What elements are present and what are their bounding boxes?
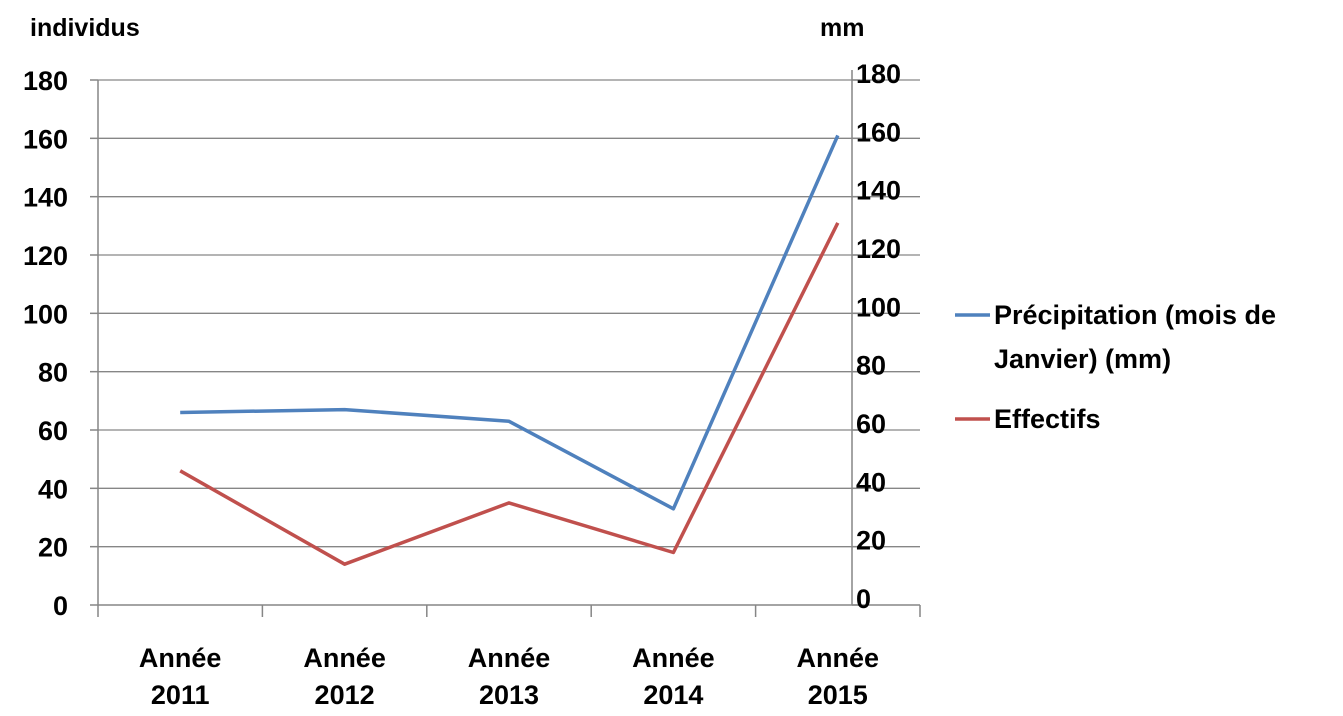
- left-axis-tick-label: 0: [53, 591, 68, 621]
- right-axis-tick-label: 140: [856, 176, 901, 206]
- left-axis-tick-label: 40: [38, 474, 68, 504]
- x-axis-tick-label: Année 2013: [468, 643, 551, 710]
- left-axis-tick-label: 140: [23, 183, 68, 213]
- left-axis-unit: individus: [30, 14, 140, 42]
- series-lines: [179, 134, 840, 566]
- left-axis-tick-label: 60: [38, 416, 68, 446]
- right-axis-unit: mm: [820, 14, 864, 42]
- gridlines: [98, 79, 920, 548]
- right-axis-tick-label: 120: [856, 234, 901, 264]
- right-axis-tick-label: 80: [856, 351, 886, 381]
- axes: [90, 70, 921, 617]
- right-axis-tick-label: 180: [856, 59, 901, 89]
- right-axis-tick-label: 160: [856, 117, 901, 147]
- series-line: [179, 222, 840, 566]
- legend-label: Effectifs: [994, 404, 1101, 434]
- left-axis-tick-label: 100: [23, 299, 68, 329]
- x-axis-tick-label: Année 2014: [632, 643, 715, 710]
- left-axis-tick-label: 20: [38, 533, 68, 563]
- legend: Précipitation (mois de Janvier) (mm) Effec…: [955, 300, 1276, 434]
- x-axis-tick-label: Année 2012: [303, 643, 386, 710]
- x-axis-ticks: Année 2011 Année 2012 Année 2013 Année 2014 Anné…: [139, 643, 879, 710]
- right-axis-tick-label: 20: [856, 526, 886, 556]
- right-axis-tick-label: 60: [856, 409, 886, 439]
- x-axis-tick-label: Année 2011: [139, 643, 222, 710]
- right-axis-ticks: 0 20 40 60 80 100 120 140 160 180: [856, 59, 901, 614]
- right-axis-tick-label: 100: [856, 292, 901, 322]
- x-axis-tick-label: Année 2015: [797, 643, 880, 710]
- left-axis-tick-label: 80: [38, 358, 68, 388]
- right-axis-tick-label: 40: [856, 467, 886, 497]
- legend-label: Précipitation (mois de Janvier) (mm): [994, 300, 1276, 374]
- series-line: [180, 134, 840, 511]
- left-axis-tick-label: 160: [23, 124, 68, 154]
- right-axis-tick-label: 0: [856, 584, 871, 614]
- left-axis-tick-label: 180: [23, 66, 68, 96]
- left-axis-tick-label: 120: [23, 241, 68, 271]
- left-axis-ticks: 0 20 40 60 80 100 120 140 160 180: [23, 66, 68, 621]
